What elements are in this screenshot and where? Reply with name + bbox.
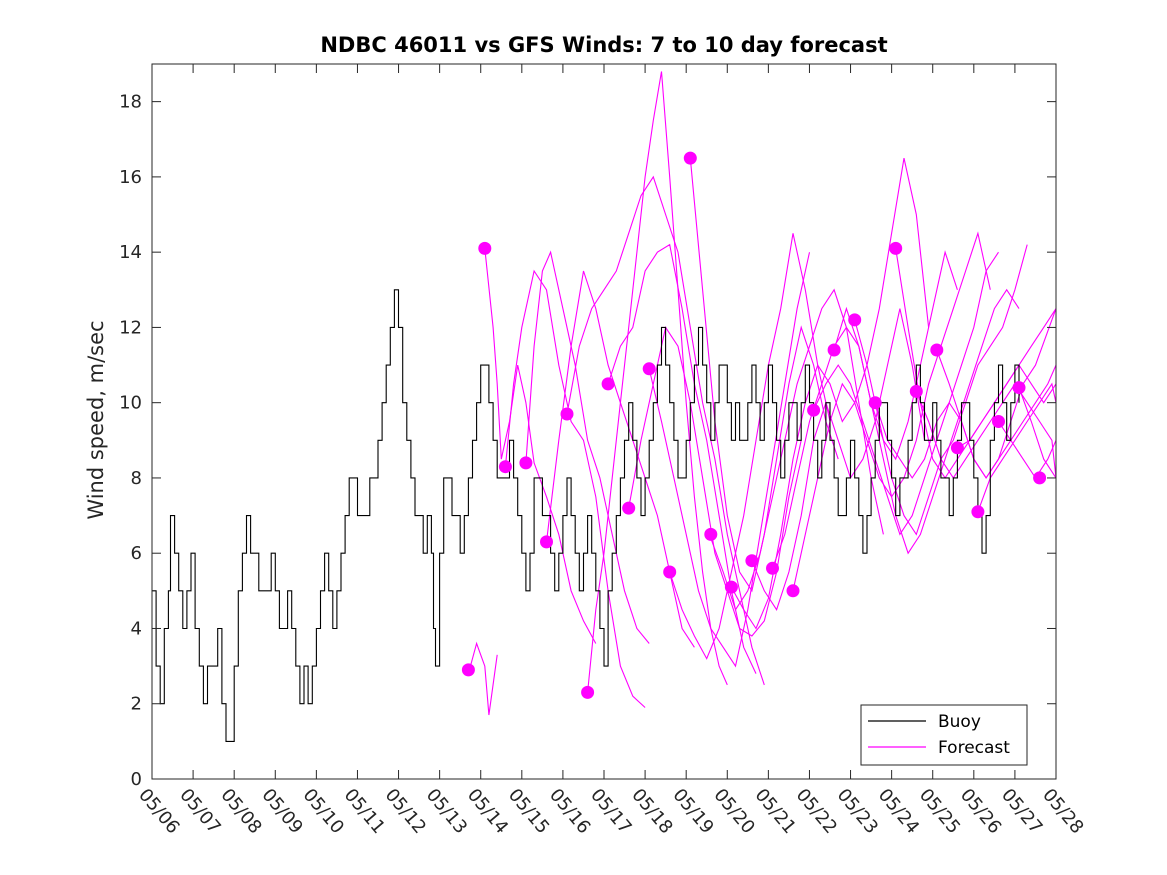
- forecast-marker-1: [461, 663, 475, 677]
- forecast-line-1: [467, 641, 498, 716]
- forecast-marker-17: [786, 584, 800, 598]
- forecast-marker-13: [704, 527, 718, 541]
- forecast-marker-23: [909, 384, 923, 398]
- y-tick-label: 14: [119, 242, 142, 263]
- forecast-marker-20: [848, 313, 862, 327]
- y-tick-label: 8: [131, 468, 142, 489]
- y-tick-label: 6: [131, 543, 142, 564]
- legend-forecast-label: Forecast: [938, 738, 1010, 758]
- forecast-line-19: [833, 288, 1020, 555]
- forecast-line-2: [484, 248, 597, 644]
- legend-box: [860, 704, 1028, 766]
- forecast-line-18: [813, 251, 999, 536]
- forecast-line-7: [587, 71, 728, 693]
- forecast-marker-8: [601, 377, 615, 391]
- forecast-marker-25: [950, 441, 964, 455]
- forecast-line-24: [936, 349, 1057, 479]
- forecast-marker-26: [971, 505, 985, 519]
- y-axis-label: Wind speed, m/sec: [84, 320, 108, 519]
- y-tick-label: 12: [119, 317, 142, 338]
- forecast-line-26: [977, 382, 1057, 512]
- buoy-line: [152, 289, 1020, 742]
- forecast-line-4: [525, 250, 650, 644]
- forecast-line-27: [998, 421, 1057, 479]
- y-tick-label: 16: [119, 167, 142, 188]
- legend-buoy-label: Buoy: [938, 712, 981, 732]
- forecast-marker-9: [622, 501, 636, 515]
- forecast-marker-5: [540, 535, 553, 549]
- chart-title: NDBC 46011 vs GFS Winds: 7 to 10 day for…: [320, 33, 887, 57]
- forecast-marker-28: [1012, 381, 1026, 395]
- forecast-line-14: [730, 157, 930, 630]
- forecast-marker-10: [642, 362, 656, 376]
- forecast-marker-27: [992, 415, 1005, 428]
- forecast-line-13: [710, 288, 884, 611]
- forecast-marker-11: [663, 565, 677, 579]
- plot-markers: [461, 151, 1047, 699]
- y-tick-label: 0: [131, 769, 142, 790]
- forecast-line-3: [504, 269, 646, 708]
- forecast-line-10: [648, 252, 811, 668]
- forecast-marker-29: [1033, 471, 1047, 485]
- y-axis-ticks: 0 2 4 6 8 10 12 14 16 18: [119, 92, 1056, 790]
- y-tick-label: 10: [119, 393, 142, 414]
- forecast-line-6: [566, 175, 765, 686]
- forecast-line-15: [751, 308, 926, 611]
- forecast-line-25: [957, 308, 1057, 449]
- forecast-line-28: [1018, 387, 1057, 479]
- forecast-marker-15: [745, 554, 759, 568]
- forecast-marker-21: [868, 396, 882, 410]
- forecast-line-11: [669, 233, 831, 660]
- forecast-marker-19: [827, 343, 841, 357]
- forecast-marker-22: [889, 241, 903, 255]
- forecast-marker-2: [478, 241, 492, 255]
- forecast-marker-12: [683, 151, 697, 165]
- y-tick-label: 18: [119, 92, 142, 113]
- forecast-marker-3: [498, 460, 512, 474]
- forecast-marker-4: [519, 456, 533, 470]
- forecast-marker-16: [766, 561, 779, 575]
- forecast-marker-6: [560, 407, 574, 421]
- y-tick-label: 2: [131, 694, 142, 715]
- legend: Buoy Forecast: [860, 704, 1028, 766]
- forecast-marker-24: [930, 343, 944, 357]
- forecast-marker-7: [581, 685, 595, 699]
- y-tick-label: 4: [131, 618, 142, 639]
- forecast-marker-14: [724, 580, 738, 594]
- forecast-marker-18: [807, 403, 821, 417]
